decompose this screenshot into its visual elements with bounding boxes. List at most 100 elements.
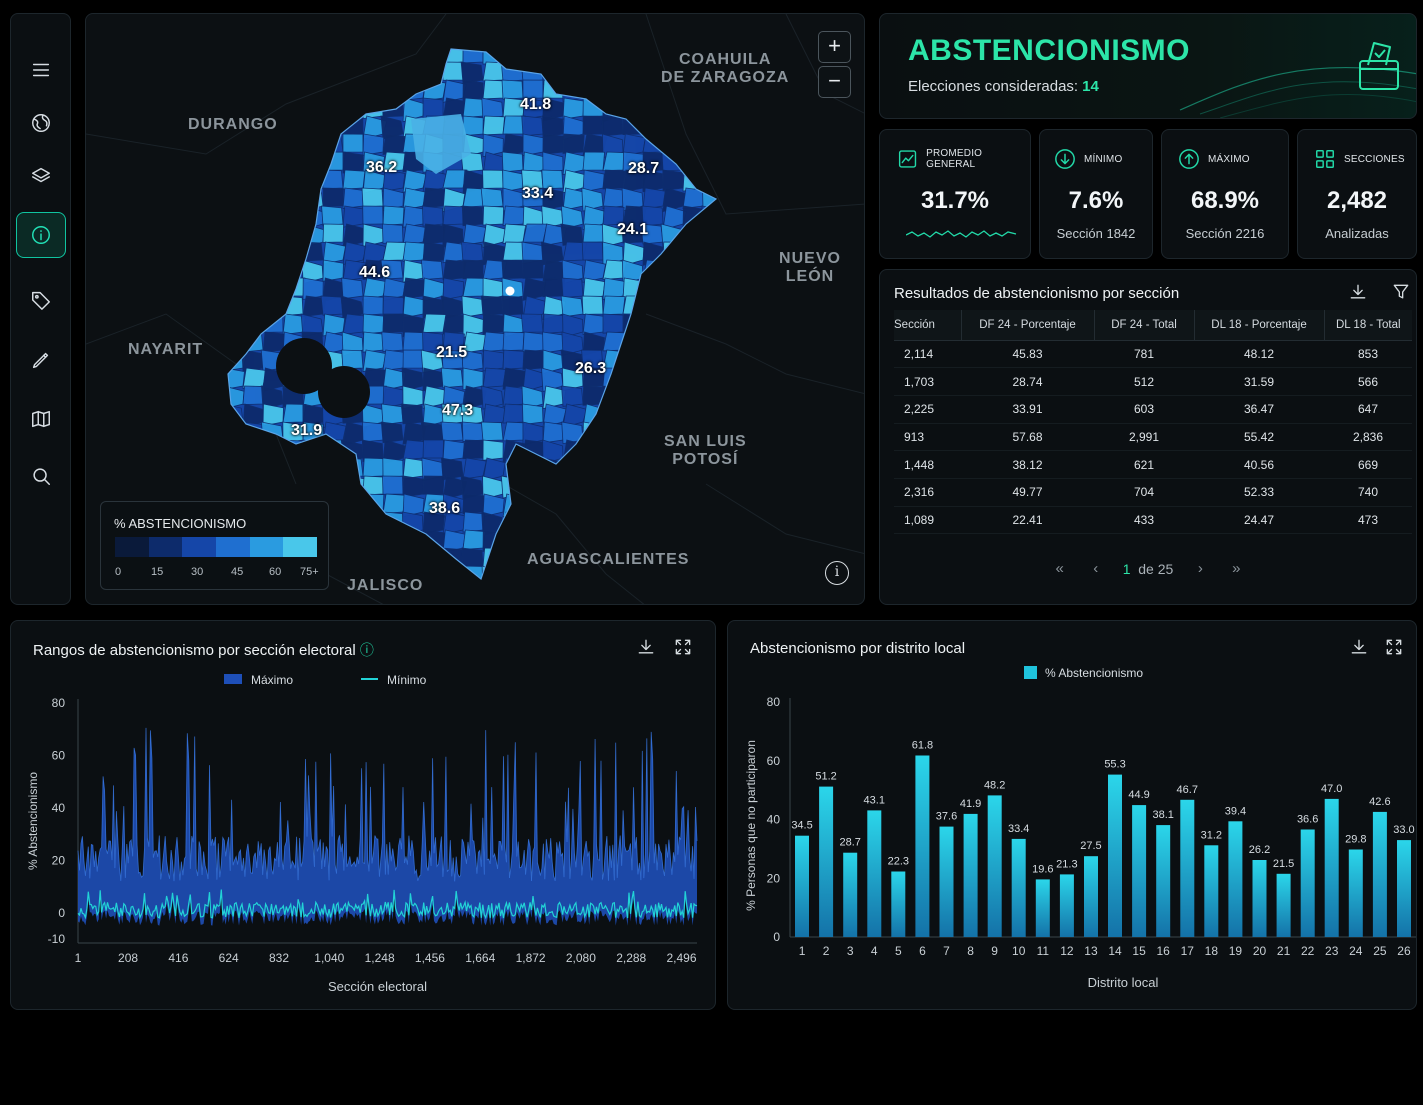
bar[interactable]	[1156, 825, 1171, 937]
bar[interactable]	[843, 852, 858, 937]
bar[interactable]	[1397, 840, 1411, 937]
bar[interactable]	[1348, 849, 1363, 938]
bar[interactable]	[939, 826, 954, 937]
download-icon	[1351, 639, 1367, 654]
page-indicator: 1 de 25	[1123, 561, 1174, 577]
table-cell: 433	[1094, 506, 1194, 535]
table-row[interactable]: 1,089 22.41 433 24.47 473	[894, 506, 1412, 535]
legend-label: Máximo	[251, 673, 293, 687]
x-tick-label: 16	[1157, 944, 1171, 958]
table-cell: 55.42	[1194, 423, 1324, 452]
table-row[interactable]: 2,316 49.77 704 52.33 740	[894, 478, 1412, 507]
x-tick-label: 1,040	[314, 951, 344, 965]
district-chart[interactable]: 80 60 40 20 0 34.5 1 51.2 2 28.7 3 43.1 4 22.3 5 61.8 6 3…	[728, 621, 1418, 1011]
last-page-button[interactable]: »	[1232, 560, 1241, 577]
table-cell: 57.68	[961, 423, 1094, 452]
table-cell: 740	[1324, 478, 1412, 507]
table-cell: 22.41	[961, 506, 1094, 535]
column-header[interactable]: DF 24 - Porcentaje	[960, 310, 1094, 341]
legend-swatch	[283, 537, 318, 557]
legend-title: % ABSTENCIONISMO	[114, 516, 247, 531]
capital-marker[interactable]	[505, 286, 515, 296]
prev-page-button[interactable]: ‹	[1093, 560, 1099, 577]
column-header[interactable]: DL 18 - Porcentaje	[1193, 310, 1324, 341]
next-page-button[interactable]: ›	[1197, 560, 1203, 577]
bar[interactable]	[915, 755, 930, 938]
bar[interactable]	[1035, 879, 1050, 937]
table-row[interactable]: 913 57.68 2,991 55.42 2,836	[894, 423, 1412, 452]
bar[interactable]	[1084, 856, 1098, 937]
bar[interactable]	[1252, 860, 1267, 937]
bar[interactable]	[1011, 838, 1026, 937]
filter-button[interactable]	[1391, 282, 1411, 302]
legend-swatch	[148, 537, 183, 557]
column-header[interactable]: DL 18 - Total	[1323, 310, 1412, 341]
range-chart-panel: Rangos de abstencionismo por sección ele…	[10, 620, 716, 1010]
table-cell: 1,448	[894, 450, 961, 479]
x-tick-label: 8	[967, 944, 974, 958]
zoom-in-button[interactable]: +	[818, 31, 851, 63]
current-page: 1	[1122, 560, 1131, 577]
table-cell: 512	[1094, 367, 1194, 396]
y-axis-label: % Personas que no participaron	[744, 740, 758, 911]
x-tick-label: 22	[1301, 944, 1315, 958]
chart-legend: Máximo Mínimo	[224, 673, 427, 687]
layers-icon	[32, 167, 50, 183]
layers-button[interactable]	[16, 153, 66, 199]
x-tick-label: 18	[1205, 944, 1219, 958]
bar[interactable]	[1276, 873, 1291, 937]
table-row[interactable]: 1,448 38.12 621 40.56 669	[894, 450, 1412, 479]
grid-icon	[1316, 150, 1334, 168]
search-button[interactable]	[16, 453, 66, 499]
bar[interactable]	[795, 835, 809, 937]
map-panel[interactable]: COAHUILA DE ZARAGOZA DURANGO NUEVO LEÓN …	[85, 13, 865, 605]
info-icon[interactable]: ⓘ	[359, 642, 374, 658]
table-row[interactable]: 1,703 28.74 512 31.59 566	[894, 367, 1412, 396]
fullscreen-button[interactable]	[673, 637, 693, 657]
x-tick-label: 7	[943, 944, 950, 958]
info-icon	[32, 226, 50, 244]
table-cell: 45.83	[961, 340, 1094, 369]
bar[interactable]	[891, 871, 906, 938]
menu-button[interactable]	[16, 47, 66, 93]
legend-tick: 30	[191, 566, 204, 578]
column-header[interactable]: Sección	[894, 310, 961, 341]
bar[interactable]	[819, 786, 834, 937]
map-info-icon[interactable]: i	[825, 561, 849, 585]
table-row[interactable]: 2,225 33.91 603 36.47 647	[894, 395, 1412, 424]
download-button[interactable]	[1349, 637, 1369, 657]
bar[interactable]	[1300, 829, 1315, 938]
bar-value-label: 34.5	[791, 820, 812, 832]
chart-title: Rangos de abstencionismo por sección ele…	[33, 642, 374, 659]
download-button[interactable]	[636, 637, 656, 657]
bar[interactable]	[1204, 845, 1219, 937]
bar[interactable]	[1132, 805, 1147, 937]
bar-value-label: 42.6	[1369, 796, 1390, 808]
table-cell: 566	[1324, 367, 1412, 396]
bar[interactable]	[1059, 874, 1074, 937]
globe-button[interactable]	[16, 100, 66, 146]
tag-button[interactable]	[16, 277, 66, 323]
bar[interactable]	[1372, 811, 1387, 937]
fullscreen-button[interactable]	[1384, 637, 1404, 657]
bar[interactable]	[987, 795, 1002, 937]
expand-icon	[675, 639, 691, 655]
state-borders	[86, 14, 864, 604]
info-button[interactable]	[16, 212, 66, 258]
bar[interactable]	[1108, 774, 1122, 937]
bar[interactable]	[867, 810, 882, 937]
pen-button[interactable]	[16, 337, 66, 383]
first-page-button[interactable]: «	[1055, 560, 1064, 577]
download-button[interactable]	[1348, 282, 1368, 302]
bar[interactable]	[1180, 799, 1195, 937]
bar[interactable]	[1324, 798, 1339, 937]
range-chart[interactable]: 80 60 40 20 0 -10 1 208 416 624 832 1,040 1,248 1,456…	[11, 621, 717, 1011]
bar[interactable]	[963, 813, 978, 937]
column-header[interactable]: DF 24 - Total	[1093, 310, 1194, 341]
zoom-out-button[interactable]: −	[818, 66, 851, 98]
bar-value-label: 33.4	[1008, 823, 1029, 835]
map-button[interactable]	[16, 396, 66, 442]
table-row[interactable]: 2,114 45.83 781 48.12 853	[894, 340, 1412, 369]
bar[interactable]	[1228, 821, 1243, 937]
legend-swatch	[115, 537, 149, 557]
